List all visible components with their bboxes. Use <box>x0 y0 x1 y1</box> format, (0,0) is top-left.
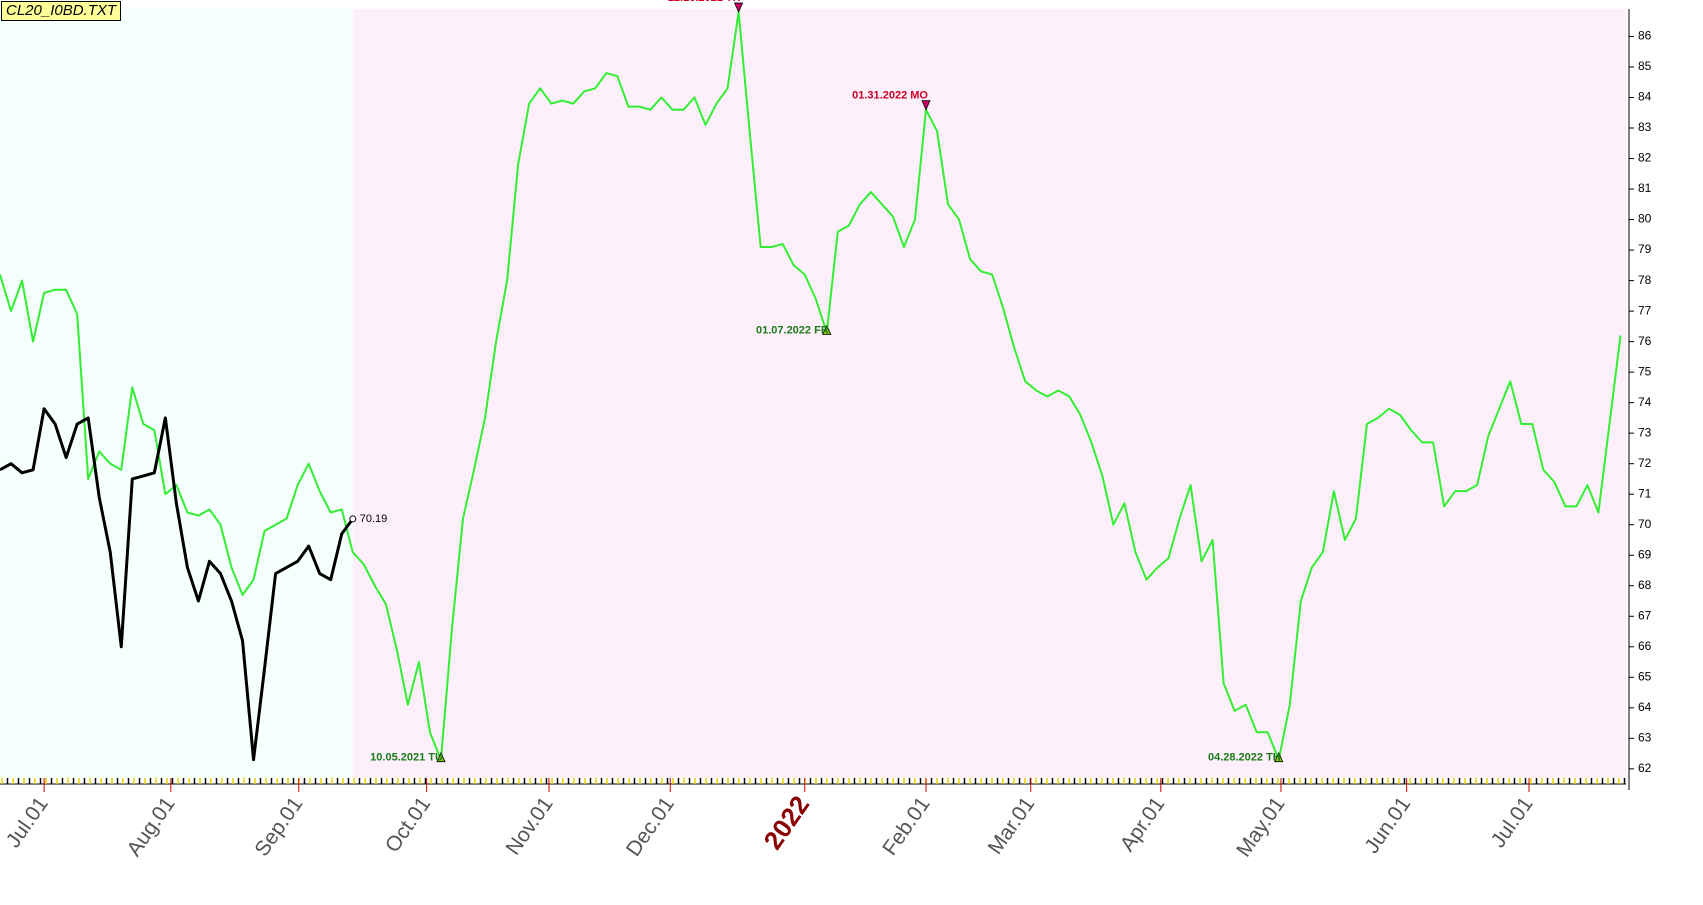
chart-title: CL20_I0BD.TXT <box>1 1 122 21</box>
pivot-label: 10.05.2021 TU <box>370 752 443 764</box>
pivot-marker <box>436 751 446 763</box>
x-tick-label: Aug.01 <box>122 793 179 861</box>
y-tick-label: 81 <box>1638 181 1652 195</box>
y-tick-label: 84 <box>1638 90 1652 104</box>
pivot-label: 12.16.2021 TH <box>668 0 741 4</box>
x-tick-label: Jul.01 <box>2 793 53 852</box>
x-tick-label: Nov.01 <box>502 793 558 859</box>
y-tick-label: 71 <box>1638 486 1652 500</box>
y-tick-label: 68 <box>1638 578 1652 592</box>
pivot-label: 01.07.2022 FR <box>756 324 829 336</box>
y-tick-label: 63 <box>1638 731 1652 745</box>
y-tick-label: 77 <box>1638 303 1652 317</box>
series-line <box>0 407 354 762</box>
y-tick-label: 76 <box>1638 334 1652 348</box>
y-tick-label: 74 <box>1638 395 1652 409</box>
x-tick-label: Feb.01 <box>878 793 934 860</box>
y-tick-label: 70 <box>1638 517 1652 531</box>
pivot-marker <box>1274 751 1284 763</box>
pivot-marker <box>921 100 931 111</box>
y-tick-label: 85 <box>1638 59 1652 73</box>
x-tick-label: Mar.01 <box>984 793 1040 859</box>
x-tick-label: May.01 <box>1232 793 1289 861</box>
y-tick-label: 69 <box>1638 547 1652 561</box>
y-tick-label: 65 <box>1638 669 1652 683</box>
pivot-marker <box>822 324 832 335</box>
projection-region <box>352 9 1627 778</box>
x-tick-label: Jun.01 <box>1360 793 1415 858</box>
x-tick-label: Sep.01 <box>250 793 307 861</box>
pivot-marker <box>733 2 744 14</box>
past-region <box>0 9 353 778</box>
x-tick-label: Apr.01 <box>1116 793 1170 856</box>
pivot-label: 01.31.2022 MO <box>852 90 928 102</box>
y-tick-label: 67 <box>1638 608 1652 622</box>
y-tick-label: 66 <box>1638 639 1652 653</box>
y-tick-label: 86 <box>1638 29 1652 43</box>
y-tick-label: 83 <box>1638 120 1652 134</box>
x-tick-label: Oct.01 <box>381 793 435 857</box>
x-tick-label: 2022 <box>758 790 816 855</box>
y-tick-label: 73 <box>1638 425 1652 439</box>
y-tick-label: 82 <box>1638 151 1652 165</box>
end-marker <box>349 515 357 523</box>
y-tick-label: 72 <box>1638 456 1652 470</box>
value-label: 70.19 <box>360 513 388 525</box>
y-tick-label: 79 <box>1638 242 1652 256</box>
y-tick-label: 62 <box>1638 761 1652 775</box>
y-tick-label: 78 <box>1638 273 1652 287</box>
x-tick-label: Dec.01 <box>622 793 679 861</box>
y-tick-label: 64 <box>1638 700 1652 714</box>
y-tick-label: 75 <box>1638 364 1652 378</box>
series-line <box>0 11 1622 761</box>
y-tick-label: 80 <box>1638 212 1652 226</box>
pivot-label: 04.28.2022 TH <box>1208 752 1281 764</box>
x-tick-label: Jul.01 <box>1487 793 1538 852</box>
